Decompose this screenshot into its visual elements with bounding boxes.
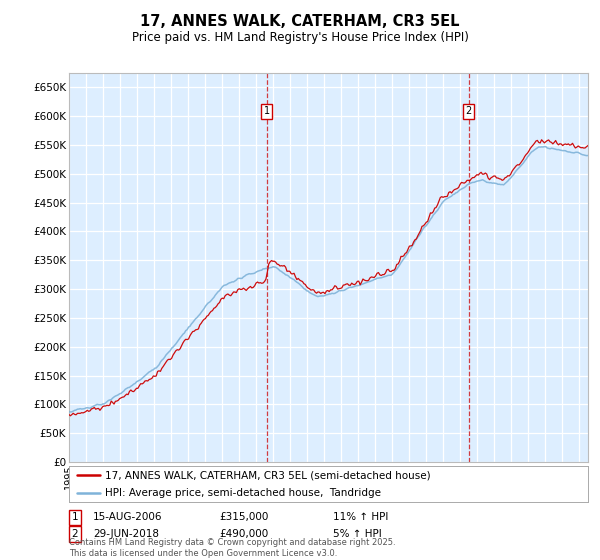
Text: 17, ANNES WALK, CATERHAM, CR3 5EL: 17, ANNES WALK, CATERHAM, CR3 5EL <box>140 14 460 29</box>
Text: Price paid vs. HM Land Registry's House Price Index (HPI): Price paid vs. HM Land Registry's House … <box>131 31 469 44</box>
Text: 1: 1 <box>71 512 79 522</box>
Text: 17, ANNES WALK, CATERHAM, CR3 5EL (semi-detached house): 17, ANNES WALK, CATERHAM, CR3 5EL (semi-… <box>106 470 431 480</box>
Text: £315,000: £315,000 <box>219 512 268 522</box>
Text: HPI: Average price, semi-detached house,  Tandridge: HPI: Average price, semi-detached house,… <box>106 488 382 498</box>
Text: 29-JUN-2018: 29-JUN-2018 <box>93 529 159 539</box>
Text: 2: 2 <box>71 529 79 539</box>
Text: Contains HM Land Registry data © Crown copyright and database right 2025.
This d: Contains HM Land Registry data © Crown c… <box>69 538 395 558</box>
Text: £490,000: £490,000 <box>219 529 268 539</box>
Text: 15-AUG-2006: 15-AUG-2006 <box>93 512 163 522</box>
Text: 5% ↑ HPI: 5% ↑ HPI <box>333 529 382 539</box>
Text: 2: 2 <box>466 106 472 116</box>
Text: 1: 1 <box>263 106 270 116</box>
Text: 11% ↑ HPI: 11% ↑ HPI <box>333 512 388 522</box>
